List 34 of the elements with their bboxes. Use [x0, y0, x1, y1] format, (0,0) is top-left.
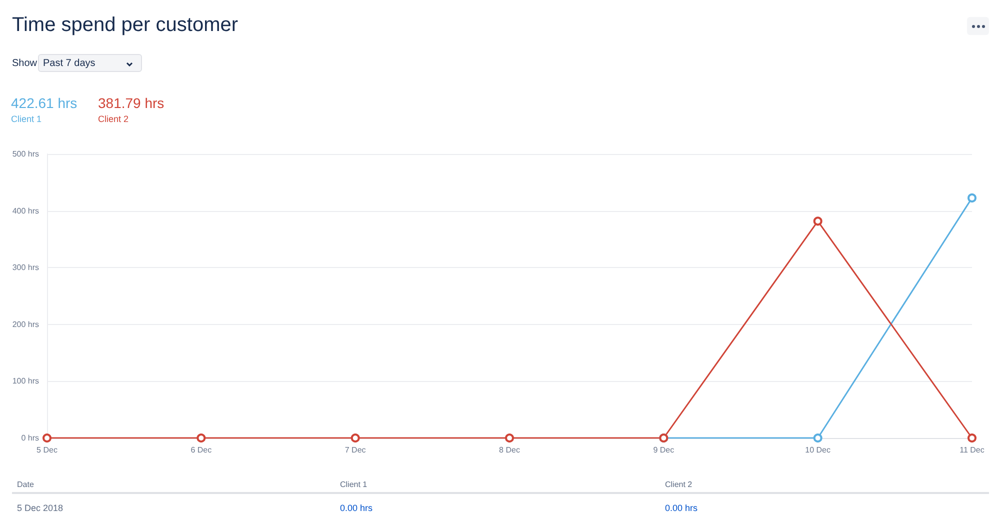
- y-tick-label: 300 hrs: [12, 263, 39, 272]
- y-tick-label: 400 hrs: [12, 206, 39, 216]
- point: [968, 193, 976, 202]
- text: 381.79 hrs: [98, 95, 164, 111]
- y-tick-label: 200 hrs: [12, 320, 39, 329]
- point: [968, 434, 976, 442]
- text: Client 2: [665, 480, 692, 489]
- text: Client 2: [98, 114, 130, 124]
- y-tick-label: 0 hrs: [21, 434, 39, 442]
- x-tick-label: 7 Dec: [344, 446, 366, 454]
- x-tick-label: 6 Dec: [190, 446, 212, 454]
- point: [42, 434, 52, 442]
- text: 0.00 hrs: [665, 503, 698, 513]
- y-tick-label: 500 hrs: [12, 150, 39, 158]
- point: [196, 434, 206, 442]
- x-tick-label: 8 Dec: [499, 446, 520, 454]
- text: Client 1: [11, 114, 43, 124]
- y-tick-label: 100 hrs: [12, 376, 39, 386]
- text: 5 Dec 2018: [17, 503, 64, 513]
- text: 422.61 hrs: [11, 95, 78, 111]
- point: [350, 434, 360, 442]
- x-tick-label: 5 Dec: [36, 446, 58, 454]
- text: Past 7 days: [43, 58, 96, 68]
- x-tick-label: 9 Dec: [653, 446, 674, 454]
- point: [505, 434, 514, 442]
- point: [813, 216, 822, 226]
- chart-title: Time spend per customer: [12, 14, 238, 37]
- text: Date: [17, 480, 34, 489]
- x-tick-label: 10 Dec: [805, 446, 831, 454]
- x-tick-label: 11 Dec: [960, 446, 984, 454]
- text: Show: [12, 58, 38, 69]
- point: [813, 434, 822, 442]
- text: 0.00 hrs: [340, 503, 373, 513]
- text: Client 1: [340, 480, 368, 489]
